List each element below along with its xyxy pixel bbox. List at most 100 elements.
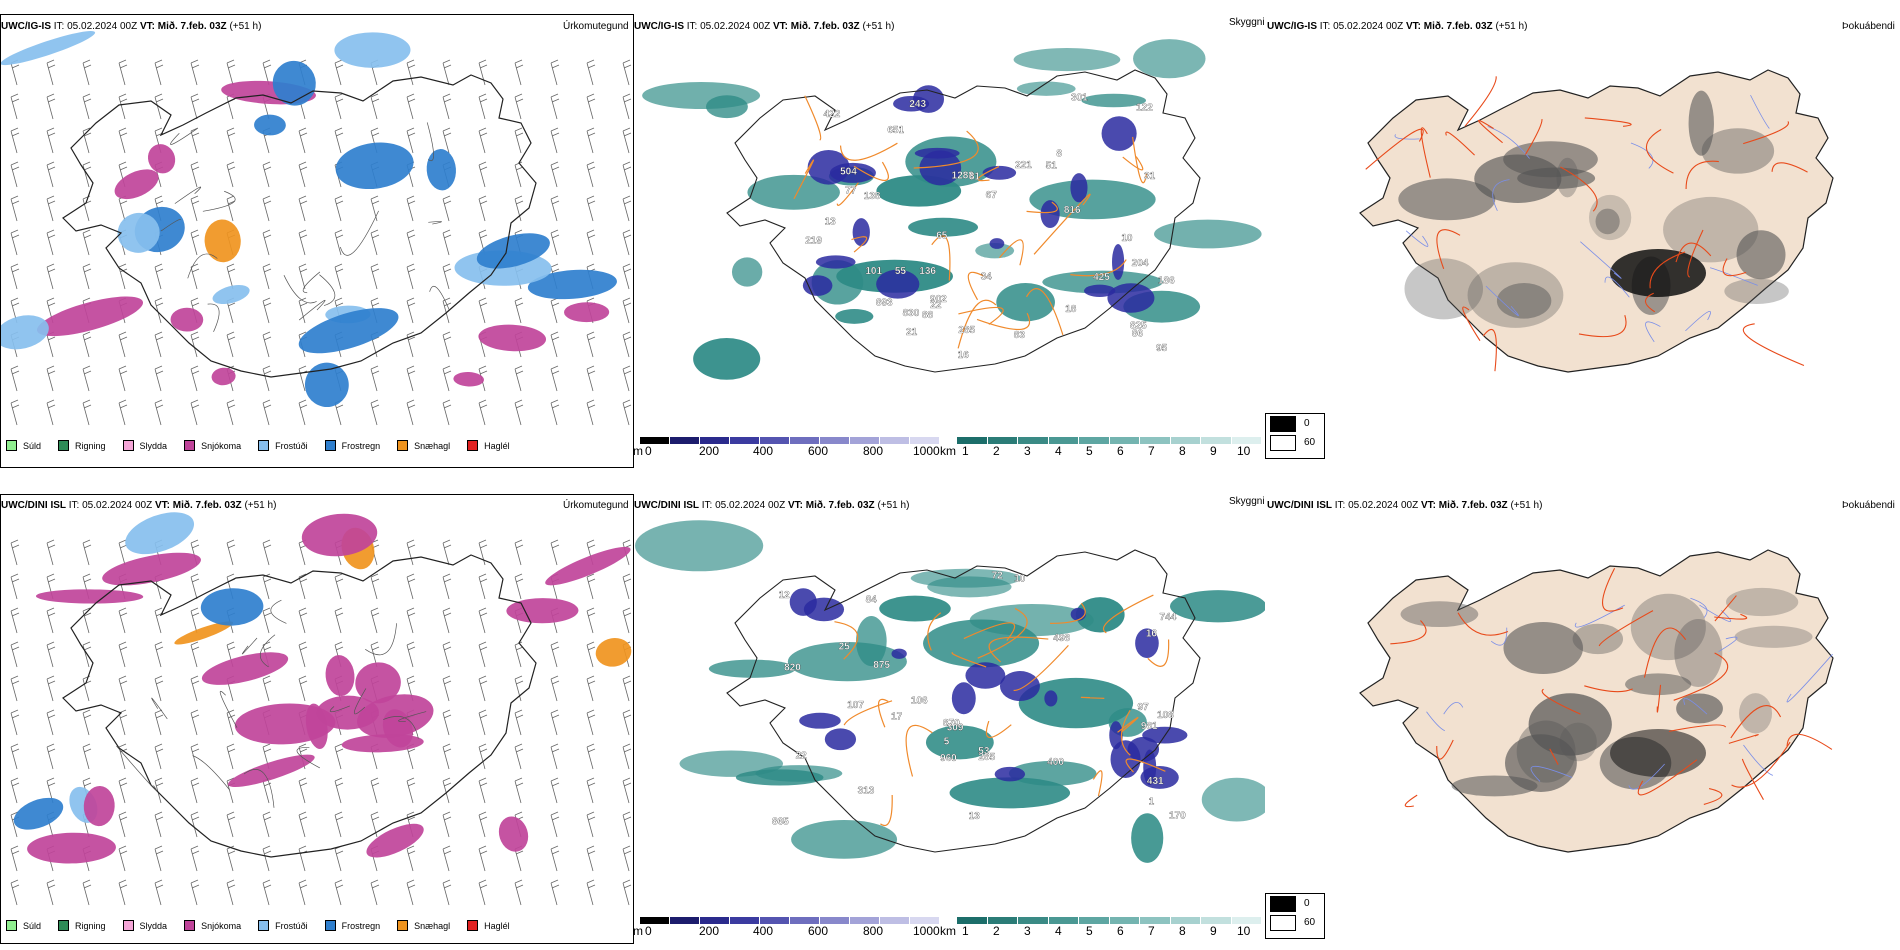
wind-barb [46,539,56,566]
cloud-base-area [815,255,856,269]
tick-label: 0 [645,924,652,938]
precip-area [426,149,456,191]
wind-barb [118,127,128,154]
coastline [726,69,1201,373]
wind-barb [262,161,272,188]
road-line [1147,639,1170,667]
wind-barb [262,399,272,426]
road-line [151,697,168,720]
param-label-bottom-left: Úrkomutegund [563,500,629,511]
road-line [429,286,450,311]
cloud-visibility-map-top: 2041081650422118131288952193018884252155… [642,39,1262,380]
precip-area [1,31,96,66]
wind-barb [406,641,416,668]
road-line [1549,748,1559,765]
legend-swatch [184,920,196,931]
precip-area [35,589,144,604]
coastline [62,74,537,378]
road-line [1644,292,1656,313]
cloud-base-area [1070,607,1086,621]
wind-barb [622,195,632,222]
fog-map-top [1359,69,1834,373]
cloud-base-colorbar-top [640,437,940,444]
colorbar-segment [850,917,880,924]
wind-barb [190,399,200,426]
wind-barb [586,195,596,222]
map-layer: 981 870 744 960 865 107 13 108 313 309 53 106 10 22 43… [635,520,1265,863]
road-line [1070,259,1127,277]
wind-barb [334,195,344,222]
wind-barb [550,195,560,222]
wind-barb [550,641,560,668]
wind-barb [586,641,596,668]
wind-barb [46,879,56,906]
wind-barb [586,573,596,600]
legend-swatch [58,920,70,931]
wind-barb [550,811,560,838]
wind-barb [586,879,596,906]
wind-barb [154,879,164,906]
wind-barb [334,93,344,120]
cloud-base-area [999,671,1040,702]
visibility-area [969,603,1094,637]
wind-barb [190,607,200,634]
wind-barb [190,675,200,702]
vt-label: VT: [139,21,155,32]
wind-barb [370,195,380,222]
road-line [834,621,859,660]
wind-barb [334,743,344,770]
init-time: IT: 05.02.2024 00Z [1334,500,1419,511]
wind-barb [10,845,20,872]
legend-item: Frostregn [324,440,380,451]
river-line [1530,765,1573,782]
wind-barb [334,573,344,600]
tick-label: 400 [753,924,774,938]
tick-label: 10 [1237,444,1251,458]
wind-barb [586,127,596,154]
wind-barb [478,297,488,324]
wind-barb [442,709,452,736]
cloud-base-label: 875 [873,660,890,671]
wind-barb [622,263,632,290]
road-line [1560,166,1598,212]
legend-item: Snæhagl [397,440,450,451]
cloud-base-colorbar-bottom [640,917,940,924]
precip-area [27,832,116,864]
lead-time: (+51 h) [862,21,895,32]
wind-barb [262,811,272,838]
wind-barb [118,879,128,906]
road-line [878,698,889,728]
wind-barb [226,161,236,188]
wind-barb [586,709,596,736]
wind-barb [442,743,452,770]
colorbar-segment [640,437,670,444]
wind-barb [406,777,416,804]
cloud-base-label: 67 [986,190,998,201]
colorbar-segment [1201,437,1232,444]
cloud-base-label: 25 [839,641,851,652]
cloud-base-label: 108 [1157,710,1174,721]
visibility-area [1201,777,1265,822]
wind-barb [478,811,488,838]
wind-barb [46,743,56,770]
colorbar-segment [1170,437,1201,444]
road-line [1132,136,1148,184]
coastline [726,549,1201,853]
wind-barb [190,93,200,120]
wind-barb [442,539,452,566]
wind-barb [298,161,308,188]
cloud-base-label: 106 [911,695,928,706]
wind-barb [46,127,56,154]
wind-barb [586,811,596,838]
fog-area [1400,601,1479,628]
wind-barb [82,93,92,120]
cloud-base-label: 301 [1071,93,1088,104]
river-line [1718,636,1738,652]
model-name: UWC/IG-IS [1,21,51,32]
colorbar-segment [957,917,988,924]
visibility-area [642,81,761,110]
precip-area [334,32,411,68]
visibility-area [925,725,994,760]
param-label-bottom-right: Þokuábendi [1842,500,1895,511]
cloud-base-label: 13 [969,811,981,822]
